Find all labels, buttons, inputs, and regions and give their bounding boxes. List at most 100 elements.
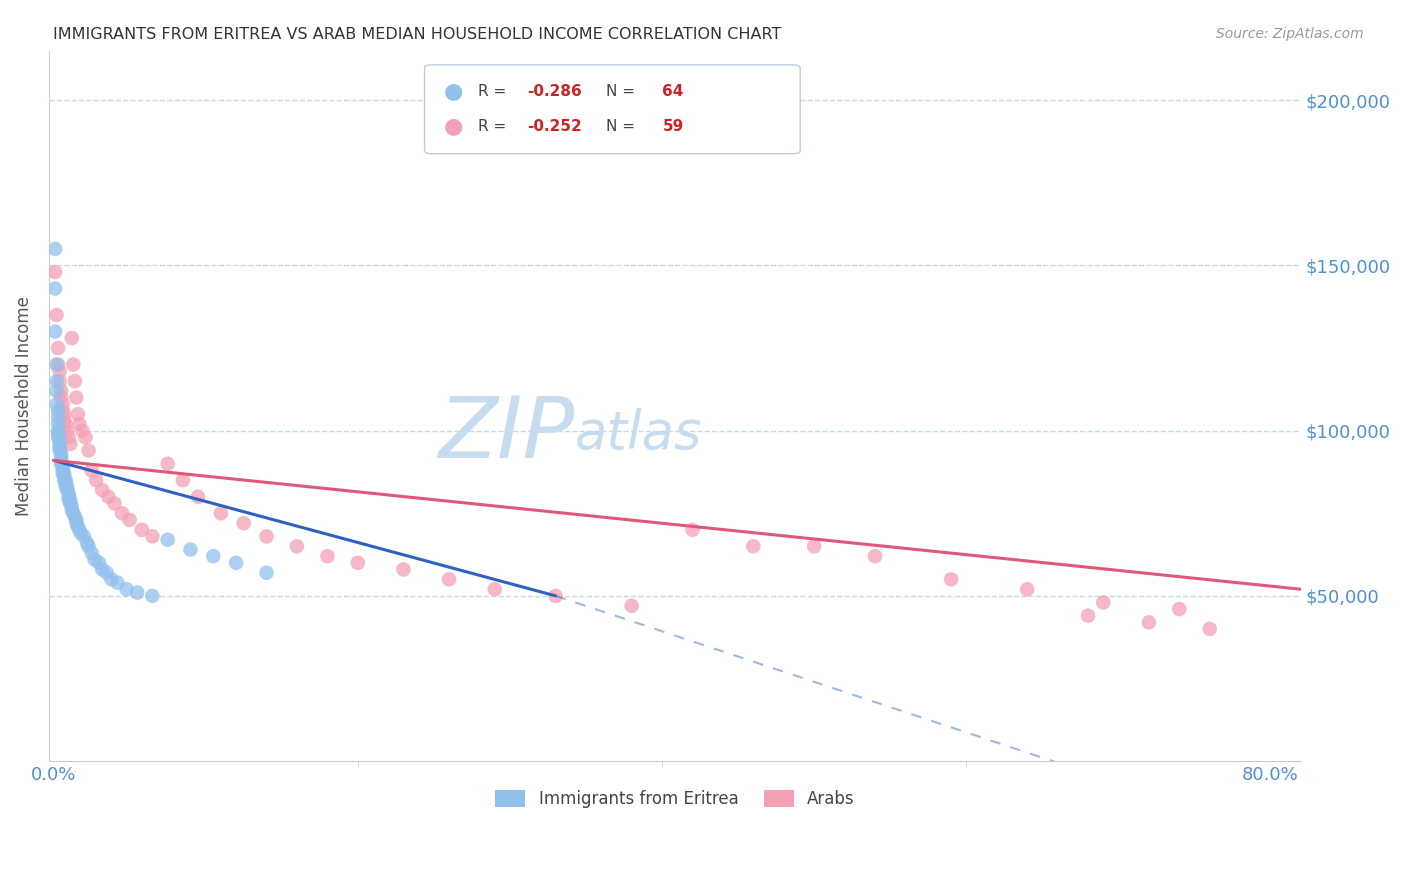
Point — [53, 473, 76, 487]
Point — [83, 552, 105, 566]
Point — [73, 529, 96, 543]
Point — [232, 516, 254, 531]
Point — [76, 536, 98, 550]
Text: atlas: atlas — [575, 409, 703, 460]
Point — [346, 556, 368, 570]
Text: R =: R = — [478, 84, 512, 99]
Point — [118, 513, 141, 527]
Point — [437, 572, 460, 586]
Point — [44, 325, 66, 339]
Point — [67, 523, 90, 537]
Point — [53, 407, 76, 421]
Point — [52, 463, 75, 477]
Point — [56, 424, 79, 438]
Point — [172, 473, 194, 487]
Point — [1092, 595, 1115, 609]
Point — [187, 490, 209, 504]
Point — [46, 410, 69, 425]
Point — [131, 523, 153, 537]
Point — [939, 572, 962, 586]
Point — [56, 483, 79, 497]
Point — [63, 509, 86, 524]
Point — [1168, 602, 1191, 616]
Point — [49, 450, 72, 464]
Text: ●: ● — [444, 117, 463, 136]
Text: R =: R = — [478, 120, 512, 134]
Point — [115, 582, 138, 597]
Point — [72, 424, 94, 438]
Point — [209, 506, 232, 520]
Point — [53, 467, 76, 481]
Point — [1017, 582, 1039, 597]
Point — [44, 242, 66, 256]
Point — [45, 308, 67, 322]
Point — [59, 493, 82, 508]
Point — [53, 414, 76, 428]
Point — [55, 480, 77, 494]
Point — [392, 562, 415, 576]
Point — [48, 443, 70, 458]
Point — [141, 529, 163, 543]
Point — [59, 496, 82, 510]
Y-axis label: Median Household Income: Median Household Income — [15, 296, 32, 516]
Point — [111, 506, 134, 520]
Point — [316, 549, 339, 564]
Legend: Immigrants from Eritrea, Arabs: Immigrants from Eritrea, Arabs — [486, 782, 863, 817]
Point — [46, 424, 69, 438]
Point — [141, 589, 163, 603]
Point — [66, 407, 89, 421]
Point — [53, 470, 76, 484]
Point — [77, 443, 100, 458]
Text: 59: 59 — [662, 120, 683, 134]
Point — [52, 404, 75, 418]
Point — [48, 374, 70, 388]
Point — [100, 572, 122, 586]
Point — [256, 529, 278, 543]
Point — [52, 460, 75, 475]
Point — [59, 437, 82, 451]
Point — [44, 282, 66, 296]
Point — [1137, 615, 1160, 630]
Text: -0.286: -0.286 — [527, 84, 582, 99]
Point — [46, 404, 69, 418]
Point — [202, 549, 225, 564]
Point — [156, 533, 179, 547]
Point — [46, 341, 69, 355]
Point — [285, 539, 308, 553]
Point — [96, 566, 118, 580]
Text: ●: ● — [444, 81, 463, 101]
Point — [58, 490, 80, 504]
Point — [107, 575, 129, 590]
Point — [55, 417, 77, 431]
Point — [103, 496, 125, 510]
Point — [52, 397, 75, 411]
Point — [55, 476, 77, 491]
Point — [89, 556, 111, 570]
Point — [48, 437, 70, 451]
Point — [45, 358, 67, 372]
Point — [49, 457, 72, 471]
Point — [682, 523, 704, 537]
Point — [49, 384, 72, 398]
Point — [66, 519, 89, 533]
Point — [75, 430, 97, 444]
Point — [55, 473, 77, 487]
Text: -0.252: -0.252 — [527, 120, 582, 134]
Point — [65, 513, 87, 527]
Point — [77, 539, 100, 553]
Point — [742, 539, 765, 553]
Point — [70, 526, 93, 541]
Point — [46, 430, 69, 444]
Point — [46, 417, 69, 431]
Point — [225, 556, 247, 570]
Text: N =: N = — [606, 120, 640, 134]
Text: IMMIGRANTS FROM ERITREA VS ARAB MEDIAN HOUSEHOLD INCOME CORRELATION CHART: IMMIGRANTS FROM ERITREA VS ARAB MEDIAN H… — [53, 27, 782, 42]
Point — [1198, 622, 1220, 636]
Point — [44, 265, 66, 279]
Point — [45, 384, 67, 398]
Point — [49, 453, 72, 467]
Text: N =: N = — [606, 84, 640, 99]
Point — [256, 566, 278, 580]
Point — [91, 562, 114, 576]
Point — [65, 391, 87, 405]
